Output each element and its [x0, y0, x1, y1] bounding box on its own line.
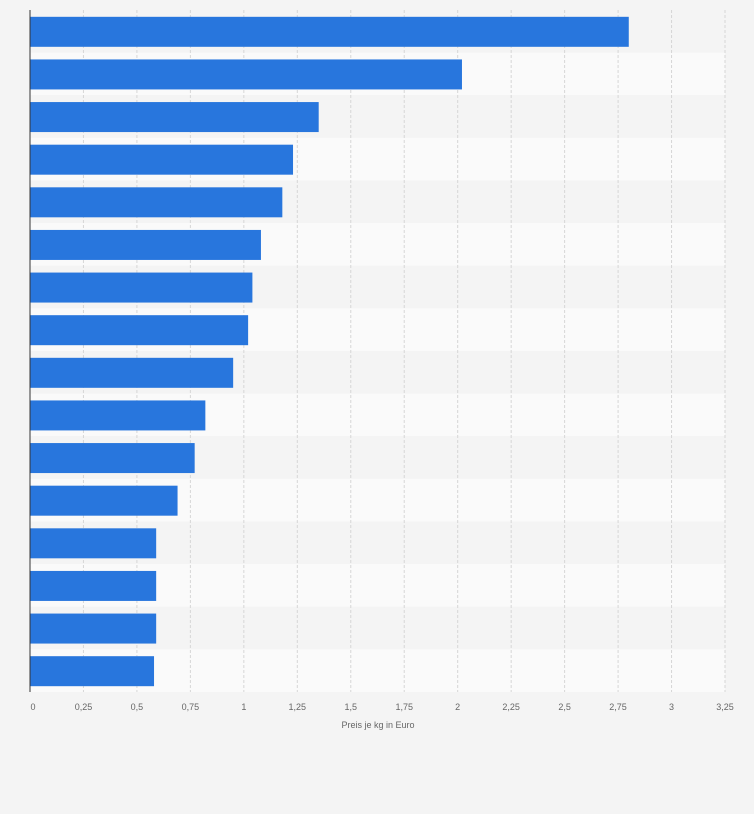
x-tick-label: 1: [241, 702, 246, 712]
x-tick-label: 0,5: [131, 702, 144, 712]
x-tick-label: 1,25: [289, 702, 307, 712]
bar[interactable]: [30, 229, 261, 260]
bar[interactable]: [30, 443, 195, 474]
x-tick-label: 2: [455, 702, 460, 712]
x-tick-label: 1,5: [345, 702, 358, 712]
x-tick-label: 0,75: [182, 702, 200, 712]
x-tick-label: 0: [30, 702, 35, 712]
bar[interactable]: [30, 528, 157, 559]
grid-lines: [82, 10, 726, 692]
bar[interactable]: [30, 102, 319, 133]
bar[interactable]: [30, 187, 283, 218]
x-tick-label: 2,5: [558, 702, 571, 712]
bar[interactable]: [30, 315, 249, 346]
x-tick-label: 2,75: [609, 702, 627, 712]
x-tick-label: 1,75: [395, 702, 413, 712]
bar[interactable]: [30, 656, 155, 687]
bar[interactable]: [30, 400, 206, 431]
bar[interactable]: [30, 357, 234, 388]
bars: [30, 16, 629, 687]
x-axis-title: Preis je kg in Euro: [341, 720, 414, 730]
x-tick-labels: 0 0,25 0,5 0,75 1 1,25 1,5 1,75 2 2,25 2,5 2,75 3 3,2…: [30, 702, 733, 712]
bar[interactable]: [30, 59, 462, 90]
bar[interactable]: [30, 613, 157, 644]
bar[interactable]: [30, 16, 629, 47]
bar[interactable]: [30, 144, 294, 175]
x-tick-label: 3,25: [716, 702, 734, 712]
x-tick-label: 0,25: [75, 702, 93, 712]
bar[interactable]: [30, 272, 253, 303]
bar[interactable]: [30, 570, 157, 601]
x-tick-label: 3: [669, 702, 674, 712]
bar[interactable]: [30, 485, 178, 516]
x-tick-label: 2,25: [502, 702, 520, 712]
